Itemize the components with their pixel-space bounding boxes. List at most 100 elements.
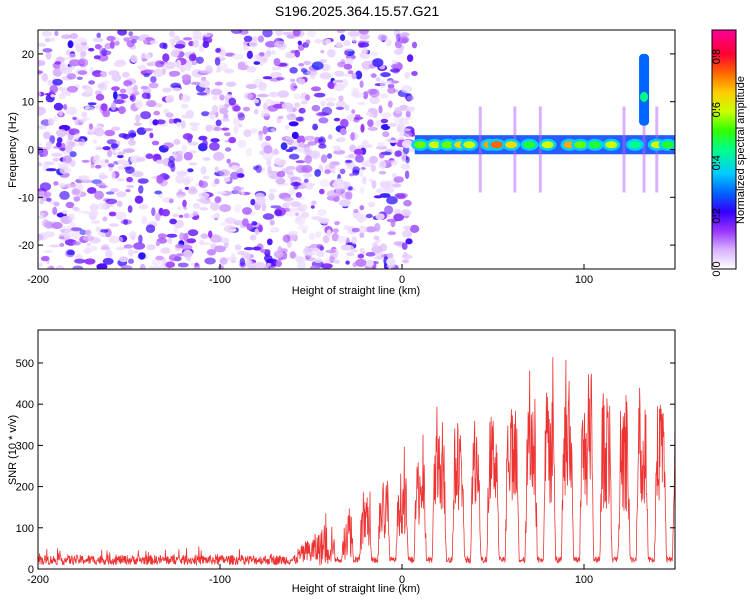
noise-blob bbox=[223, 177, 231, 182]
noise-blob bbox=[276, 170, 286, 178]
noise-blob bbox=[378, 160, 387, 169]
noise-blob bbox=[55, 129, 67, 137]
noise-blob bbox=[359, 33, 370, 40]
noise-blob bbox=[361, 48, 369, 55]
noise-blob bbox=[202, 139, 208, 148]
hot-spot-core bbox=[588, 141, 601, 149]
noise-blob bbox=[399, 32, 410, 37]
noise-blob bbox=[276, 76, 285, 81]
noise-blob bbox=[230, 171, 240, 180]
noise-blob bbox=[163, 62, 169, 71]
noise-blob bbox=[358, 42, 370, 48]
noise-blob bbox=[88, 80, 95, 85]
noise-blob bbox=[309, 243, 320, 249]
noise-blob bbox=[106, 35, 116, 42]
noise-blob bbox=[285, 200, 292, 205]
noise-blob bbox=[48, 118, 54, 126]
noise-blob bbox=[266, 238, 273, 246]
noise-blob bbox=[320, 263, 333, 269]
noise-blob bbox=[360, 186, 365, 195]
noise-blob bbox=[246, 50, 253, 59]
noise-blob bbox=[61, 34, 72, 39]
noise-blob bbox=[333, 117, 341, 122]
noise-blob bbox=[342, 48, 355, 52]
noise-blob bbox=[126, 184, 135, 189]
noise-blob bbox=[303, 60, 312, 66]
noise-blob bbox=[387, 122, 397, 127]
noise-blob bbox=[178, 214, 184, 218]
high-freq-hotspot bbox=[640, 91, 649, 102]
noise-blob bbox=[359, 248, 365, 253]
noise-blob bbox=[242, 218, 249, 227]
noise-blob bbox=[281, 102, 293, 110]
noise-blob bbox=[67, 40, 74, 49]
snr-ticks: -200 -100 0 100 0 100 200 300 400 500 bbox=[16, 358, 675, 586]
noise-blob bbox=[336, 30, 346, 34]
noise-blob bbox=[246, 261, 257, 269]
noise-blob bbox=[372, 58, 384, 68]
noise-blob bbox=[209, 142, 220, 151]
noise-blob bbox=[122, 148, 135, 153]
noise-blob bbox=[193, 202, 201, 209]
noise-blob bbox=[315, 250, 325, 258]
noise-blob bbox=[202, 175, 210, 180]
noise-blob bbox=[79, 118, 86, 123]
noise-blob bbox=[182, 175, 194, 183]
noise-blob bbox=[130, 55, 138, 63]
noise-blob bbox=[288, 146, 298, 150]
noise-blob bbox=[346, 252, 355, 257]
noise-blob bbox=[169, 30, 176, 38]
noise-blob bbox=[169, 218, 177, 225]
noise-blob bbox=[289, 251, 296, 259]
noise-blob bbox=[79, 229, 87, 236]
noise-blob bbox=[105, 191, 115, 195]
noise-blob bbox=[112, 71, 118, 77]
noise-blob bbox=[393, 208, 401, 215]
vertical-streak bbox=[642, 106, 646, 193]
noise-blob bbox=[77, 70, 88, 75]
noise-blob bbox=[337, 61, 347, 68]
noise-blob bbox=[285, 210, 297, 217]
noise-blob bbox=[180, 103, 189, 109]
noise-blob bbox=[112, 150, 117, 156]
noise-blob bbox=[289, 207, 300, 212]
noise-blob bbox=[53, 102, 64, 111]
noise-blob bbox=[199, 70, 211, 74]
noise-blob bbox=[409, 224, 420, 233]
noise-blob bbox=[179, 232, 185, 241]
noise-blob bbox=[304, 135, 316, 141]
noise-blob bbox=[233, 125, 239, 135]
noise-blob bbox=[95, 226, 100, 232]
noise-blob bbox=[116, 191, 127, 198]
noise-blob bbox=[343, 63, 353, 70]
noise-blob bbox=[288, 121, 299, 127]
noise-blob bbox=[49, 85, 59, 94]
noise-blob bbox=[375, 188, 384, 193]
noise-blob bbox=[411, 71, 418, 76]
noise-blob bbox=[387, 160, 399, 164]
noise-blob bbox=[387, 83, 395, 89]
noise-blob bbox=[72, 265, 84, 269]
noise-blob bbox=[373, 235, 380, 240]
noise-blob bbox=[54, 30, 59, 36]
noise-blob bbox=[273, 250, 284, 259]
noise-blob bbox=[75, 37, 88, 44]
noise-blob bbox=[101, 80, 111, 85]
noise-blob bbox=[111, 171, 116, 180]
noise-blob bbox=[269, 226, 280, 233]
noise-blob bbox=[401, 85, 413, 94]
noise-blob bbox=[387, 252, 394, 260]
noise-blob bbox=[87, 187, 97, 194]
noise-blob bbox=[153, 68, 164, 78]
noise-blob bbox=[204, 257, 216, 265]
noise-blob bbox=[243, 45, 250, 51]
noise-blob bbox=[156, 175, 164, 184]
noise-blob bbox=[270, 128, 276, 132]
noise-blob bbox=[340, 34, 346, 41]
noise-blob bbox=[59, 190, 70, 200]
noise-blob bbox=[41, 73, 48, 82]
noise-blob bbox=[285, 51, 296, 59]
noise-blob bbox=[93, 55, 101, 60]
noise-blob bbox=[268, 91, 279, 98]
